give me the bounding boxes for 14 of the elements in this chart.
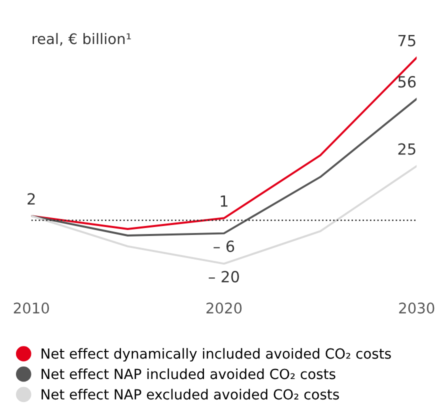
data-label: – 6 bbox=[214, 240, 234, 252]
y-axis-title: real, € billion¹ bbox=[32, 32, 131, 46]
legend-label: Net effect NAP excluded avoided CO₂ costs bbox=[42, 388, 339, 400]
legend-label: Net effect dynamically included avoided CO₂ costs bbox=[42, 348, 391, 362]
x-tick-label: 2020 bbox=[206, 302, 242, 314]
legend-label: Net effect NAP included avoided CO₂ costs bbox=[42, 368, 336, 380]
data-label: 1 bbox=[220, 195, 228, 207]
data-label: 25 bbox=[398, 143, 416, 155]
data-label: 2 bbox=[28, 193, 35, 204]
x-tick-label: 2010 bbox=[14, 302, 49, 314]
data-label: 56 bbox=[398, 76, 416, 88]
data-label: 75 bbox=[398, 35, 416, 46]
x-tick-label: 2030 bbox=[399, 302, 434, 314]
data-label: – 20 bbox=[208, 270, 239, 282]
